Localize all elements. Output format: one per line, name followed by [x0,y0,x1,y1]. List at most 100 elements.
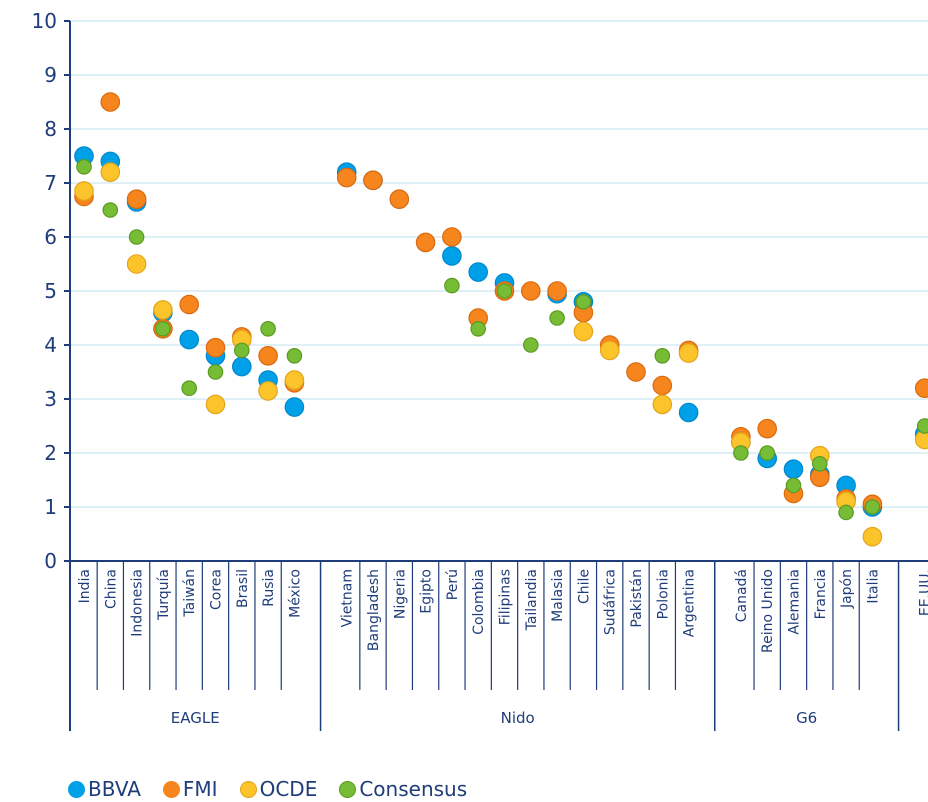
point-fmi [520,281,541,301]
legend-marker-fmi [162,780,180,798]
x-tick-label: Turquía [156,569,172,621]
point-ocde [126,254,147,274]
legend-marker-consensus [339,780,357,798]
point-consensus [496,283,513,299]
x-tick-label: Vietnam [340,569,356,627]
x-tick-label: Perú [445,569,461,600]
x-tick-label: Indonesia [130,569,146,637]
x-tick-label: Colombia [471,569,487,635]
point-consensus [470,320,486,337]
point-consensus [838,504,854,521]
y-tick-label: 4 [44,333,57,357]
x-tick-label: Brasil [235,569,251,608]
y-tick-label: 10 [32,9,57,33]
point-ocde [284,370,305,390]
point-ocde [678,343,699,363]
point-consensus [575,293,592,310]
point-consensus [155,320,171,337]
point-ocde [573,321,594,342]
x-tick-label: India [77,569,93,603]
x-tick-label: Chile [576,569,592,604]
point-fmi [336,167,357,188]
point-fmi [442,227,462,247]
x-tick-label: Rusia [261,569,277,607]
y-tick-label: 8 [44,117,57,141]
y-tick-label: 7 [44,171,57,195]
point-consensus [549,310,565,326]
point-ocde [652,394,673,415]
x-tick-label: Japón [839,569,855,609]
point-consensus [759,445,775,461]
legend: BBVA FMI OCDE Consensus [68,778,467,800]
x-tick-label: Pakistán [629,569,645,628]
y-tick-label: 5 [44,279,57,303]
x-tick-label: Nigeria [392,569,408,619]
point-fmi [415,232,436,253]
point-fmi [547,281,567,301]
point-consensus [733,445,749,461]
x-axis: India China Indonesia Turquía Taiwán Corea Bra… [69,560,928,731]
legend-label-bbva: BBVA [88,777,141,801]
legend-item-consensus: Consensus [339,778,467,800]
point-fmi [205,337,226,358]
point-ocde [599,340,620,361]
x-tick-label: México [287,569,303,618]
x-tick-label: Filipinas [498,569,514,625]
gridlines [70,20,928,508]
point-bbva [783,459,804,479]
point-consensus [654,347,671,364]
y-tick-label: 2 [44,441,57,465]
y-tick-label: 9 [44,63,57,87]
legend-item-ocde: OCDE [239,778,317,800]
point-consensus [444,277,460,294]
point-bbva [232,356,252,377]
point-fmi [914,378,928,398]
x-tick-label: Taiwán [182,569,198,618]
y-axis: 0 1 2 3 4 5 6 7 8 9 10 [32,9,71,573]
legend-item-fmi: FMI [162,777,218,801]
point-ocde [205,394,226,415]
point-consensus [76,159,92,175]
x-tick-label: Malasia [550,569,566,622]
point-bbva [179,329,199,350]
x-tick-label: Tailandia [524,569,540,631]
point-ocde [153,300,173,320]
group-label: G6 [796,709,817,727]
point-ocde [258,381,278,401]
point-consensus [260,320,276,337]
y-tick-label: 6 [44,225,57,249]
y-tick-label: 1 [44,495,57,519]
legend-marker-ocde [239,780,257,798]
point-fmi [179,294,199,315]
point-consensus [102,202,119,218]
point-consensus [785,477,802,494]
point-fmi [626,362,646,382]
point-bbva [468,262,488,282]
x-tick-label: Argentina [682,569,698,637]
point-consensus [916,418,928,434]
x-tick-label: Alemania [787,569,803,635]
point-ocde [74,181,94,201]
x-tick-label: China [103,569,119,609]
point-consensus [522,337,539,353]
legend-label-consensus: Consensus [359,777,468,801]
legend-item-bbva: BBVA [68,778,141,800]
x-tick-label: Corea [209,569,225,610]
legend-marker-bbva [68,780,85,798]
point-consensus [128,229,145,245]
legend-label-fmi: FMI [182,777,218,801]
x-tick-label: Egipto [419,569,435,614]
y-tick-label: 3 [44,387,57,411]
point-consensus [207,364,224,380]
point-consensus [234,342,250,359]
point-consensus [864,499,881,515]
point-consensus [811,455,828,472]
point-fmi [389,189,410,209]
point-consensus [286,347,303,364]
point-fmi [126,189,147,209]
y-tick-label: 0 [44,549,57,573]
x-tick-label: Bangladesh [366,569,382,651]
data-points [74,92,928,547]
point-fmi [100,92,121,112]
